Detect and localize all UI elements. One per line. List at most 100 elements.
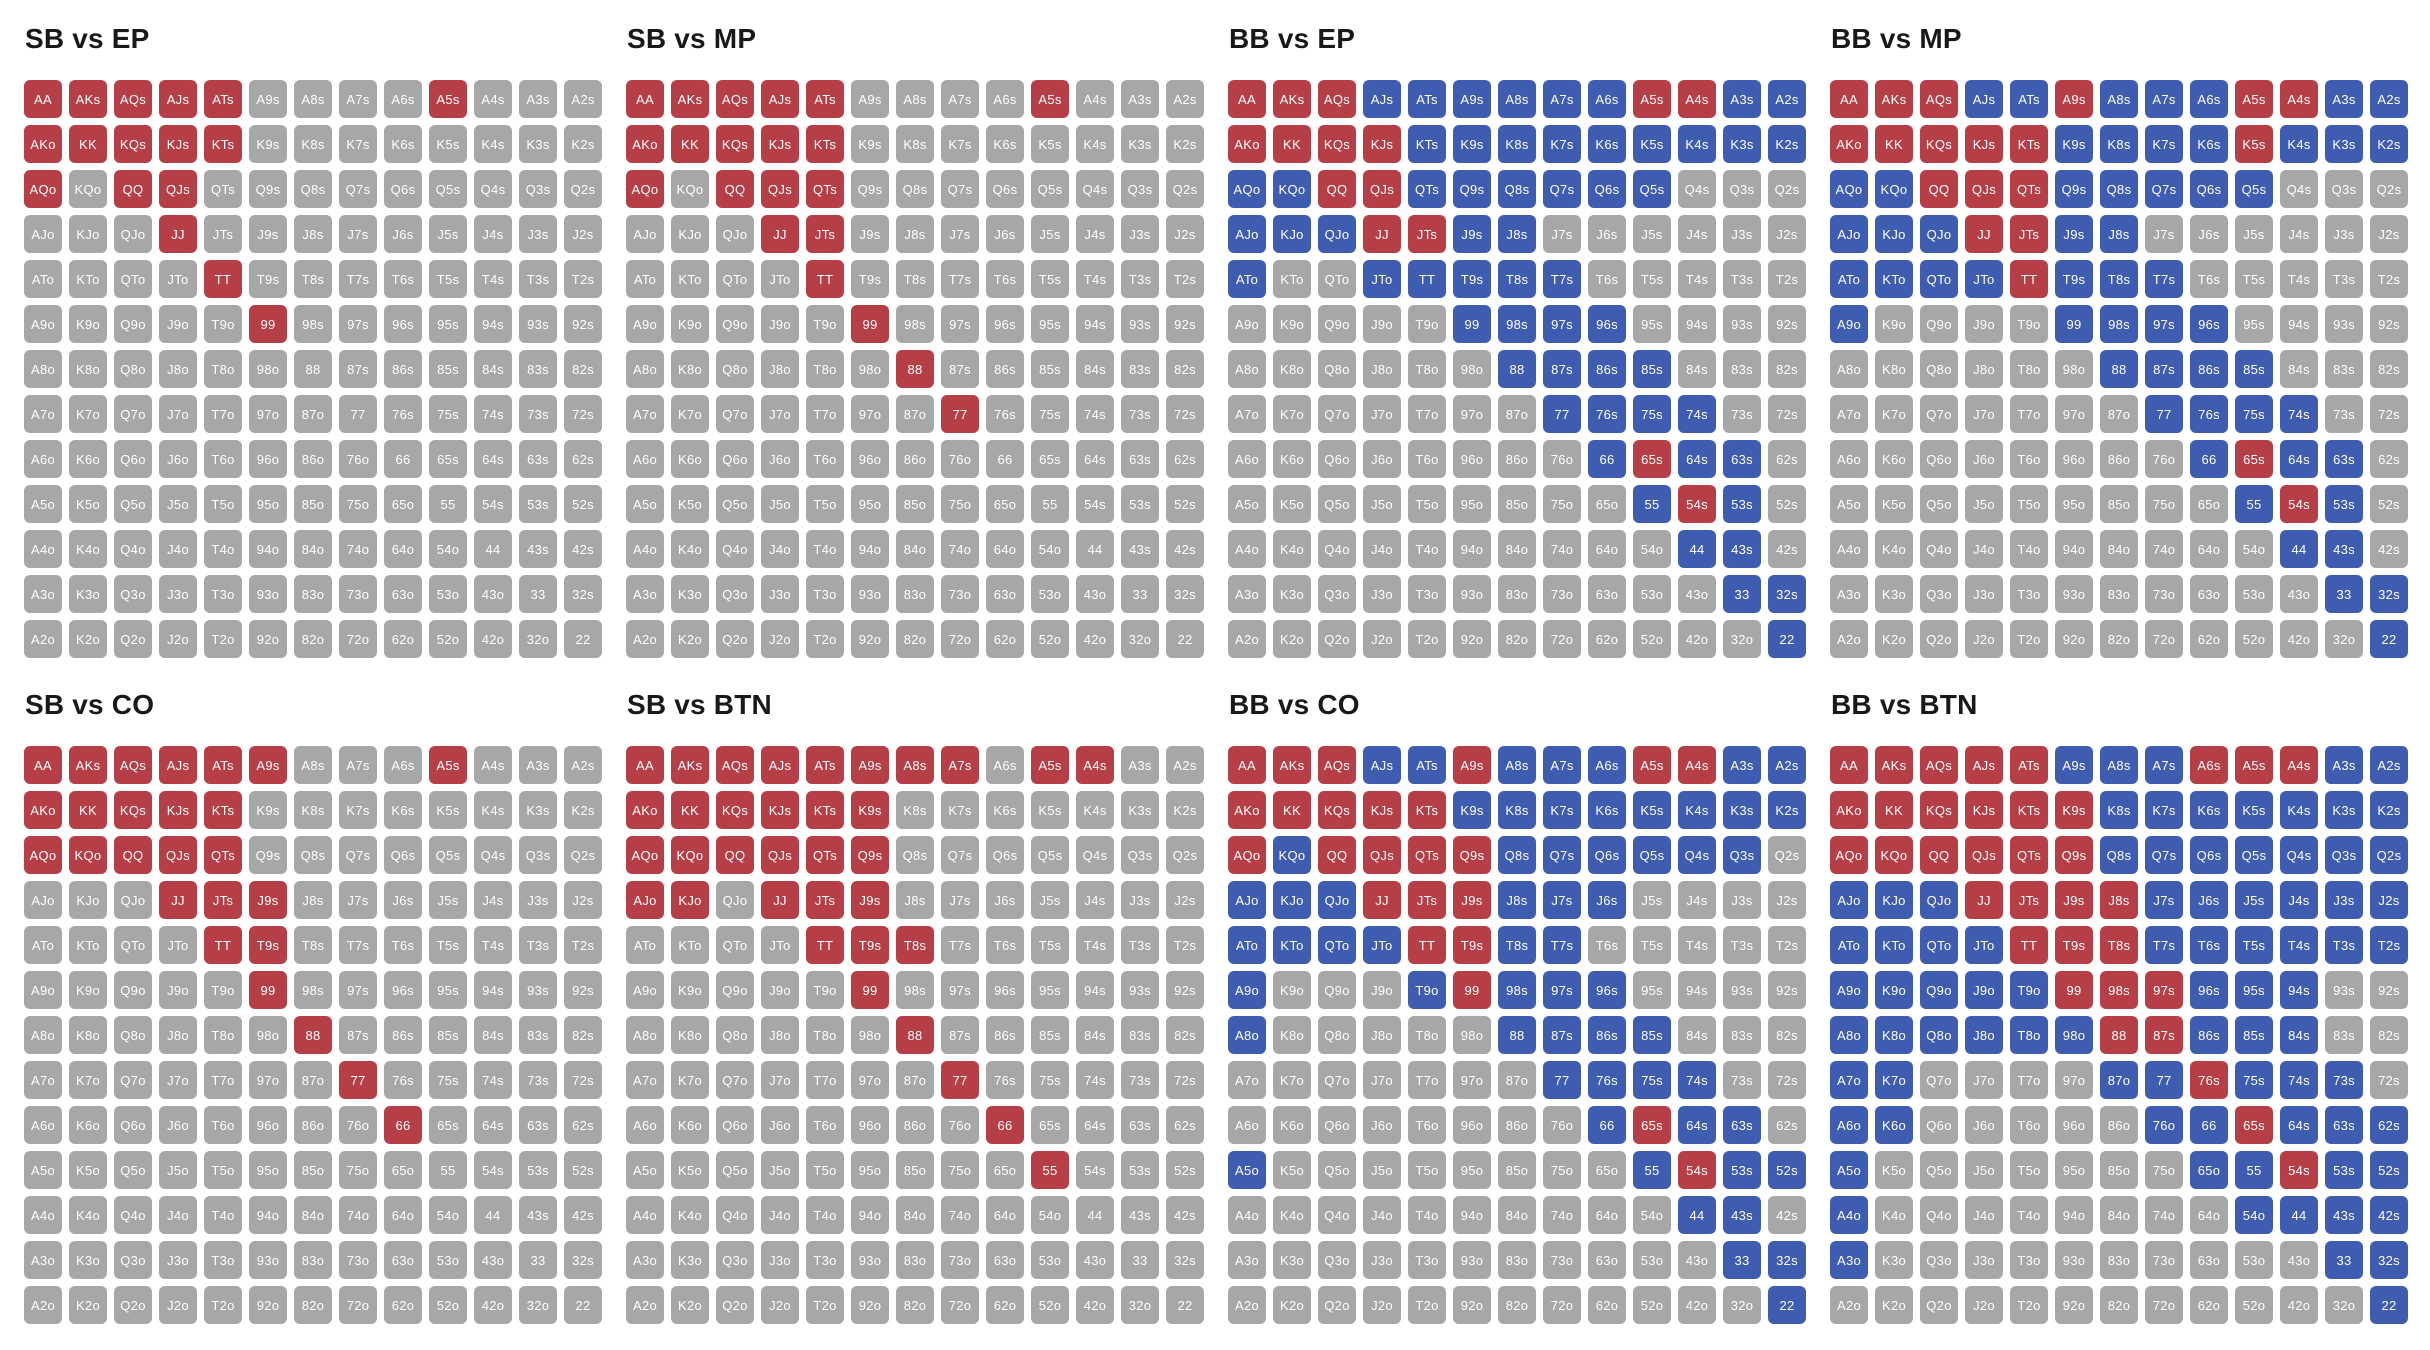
hand-cell: 92o bbox=[249, 620, 287, 658]
hand-cell: K7o bbox=[1875, 395, 1913, 433]
hand-cell: AKs bbox=[671, 80, 709, 118]
hand-cell: 72o bbox=[1543, 1286, 1581, 1324]
hand-cell: 84s bbox=[474, 1016, 512, 1054]
hand-cell: Q2o bbox=[114, 620, 152, 658]
hand-cell: Q3o bbox=[716, 575, 754, 613]
hand-cell: Q5o bbox=[716, 1151, 754, 1189]
hand-cell: K2o bbox=[69, 1286, 107, 1324]
hand-cell: 63s bbox=[1121, 1106, 1159, 1144]
hand-cell: 62o bbox=[1588, 620, 1626, 658]
hand-cell: 42o bbox=[1678, 1286, 1716, 1324]
hand-cell: 93s bbox=[519, 971, 557, 1009]
hand-cell: QJs bbox=[1965, 836, 2003, 874]
hand-cell: JJ bbox=[159, 881, 197, 919]
hand-cell: Q9o bbox=[716, 305, 754, 343]
hand-cell: KTo bbox=[1273, 926, 1311, 964]
hand-cell: K2o bbox=[1875, 1286, 1913, 1324]
hand-cell: 97s bbox=[941, 971, 979, 1009]
hand-cell: Q9s bbox=[1453, 170, 1491, 208]
hand-cell: 86o bbox=[1498, 440, 1536, 478]
hand-cell: 32o bbox=[519, 1286, 557, 1324]
hand-cell: KK bbox=[1875, 125, 1913, 163]
hand-cell: 52o bbox=[429, 1286, 467, 1324]
hand-cell: 87o bbox=[2100, 395, 2138, 433]
hand-cell: J9o bbox=[761, 305, 799, 343]
hand-cell: Q6o bbox=[1920, 1106, 1958, 1144]
hand-cell: J5s bbox=[2235, 881, 2273, 919]
hand-cell: 87s bbox=[2145, 350, 2183, 388]
hand-cell: J2o bbox=[1965, 620, 2003, 658]
hand-cell: J5s bbox=[1031, 881, 1069, 919]
hand-cell: 62o bbox=[986, 1286, 1024, 1324]
hand-cell: K4o bbox=[1875, 1196, 1913, 1234]
hand-cell: T3o bbox=[204, 575, 242, 613]
hand-cell: 22 bbox=[1768, 1286, 1806, 1324]
hand-cell: Q5o bbox=[1920, 485, 1958, 523]
hand-cell: AKs bbox=[1875, 746, 1913, 784]
hand-cell: J7o bbox=[1363, 395, 1401, 433]
hand-cell: 93s bbox=[1121, 971, 1159, 1009]
hand-cell: 52s bbox=[2370, 485, 2408, 523]
hand-cell: 96s bbox=[2190, 971, 2228, 1009]
hand-cell: 95o bbox=[249, 485, 287, 523]
hand-cell: A6o bbox=[626, 440, 664, 478]
hand-cell: 54s bbox=[1678, 1151, 1716, 1189]
hand-cell: 96o bbox=[851, 440, 889, 478]
hand-cell: 97o bbox=[2055, 1061, 2093, 1099]
hand-cell: A7s bbox=[339, 746, 377, 784]
hand-cell: T8o bbox=[806, 1016, 844, 1054]
hand-cell: J6o bbox=[1363, 440, 1401, 478]
hand-cell: K7o bbox=[1273, 1061, 1311, 1099]
hand-cell: K9o bbox=[1875, 971, 1913, 1009]
hand-cell: 98o bbox=[851, 1016, 889, 1054]
hand-cell: A2s bbox=[1166, 80, 1204, 118]
hand-cell: 92s bbox=[564, 971, 602, 1009]
hand-cell: 73s bbox=[1121, 395, 1159, 433]
hand-cell: A6o bbox=[24, 1106, 62, 1144]
hand-cell: JJ bbox=[1965, 881, 2003, 919]
hand-cell: J6o bbox=[159, 440, 197, 478]
hand-cell: KK bbox=[671, 125, 709, 163]
hand-cell: T9s bbox=[2055, 260, 2093, 298]
hand-cell: 76o bbox=[2145, 440, 2183, 478]
hand-cell: 73o bbox=[1543, 575, 1581, 613]
hand-cell: T8o bbox=[204, 350, 242, 388]
hand-cell: 75o bbox=[941, 485, 979, 523]
hand-cell: A3s bbox=[2325, 746, 2363, 784]
hand-cell: Q4s bbox=[474, 836, 512, 874]
hand-cell: KK bbox=[1875, 791, 1913, 829]
hand-cell: K6s bbox=[2190, 125, 2228, 163]
hand-cell: QQ bbox=[114, 170, 152, 208]
hand-cell: J2o bbox=[761, 620, 799, 658]
hand-cell: K5s bbox=[429, 791, 467, 829]
hand-cell: 66 bbox=[1588, 1106, 1626, 1144]
hand-cell: 77 bbox=[941, 395, 979, 433]
hand-cell: AQo bbox=[1228, 170, 1266, 208]
hand-cell: 63s bbox=[2325, 1106, 2363, 1144]
hand-cell: 52o bbox=[1633, 1286, 1671, 1324]
hand-cell: Q2s bbox=[1166, 170, 1204, 208]
hand-cell: 76s bbox=[986, 1061, 1024, 1099]
hand-cell: K8o bbox=[671, 1016, 709, 1054]
hand-cell: J9o bbox=[1363, 305, 1401, 343]
hand-cell: 82o bbox=[2100, 1286, 2138, 1324]
hand-cell: AQs bbox=[114, 80, 152, 118]
hand-cell: K6o bbox=[1273, 440, 1311, 478]
hand-cell: Q2s bbox=[1768, 170, 1806, 208]
hand-cell: KJs bbox=[1363, 125, 1401, 163]
hand-cell: 83o bbox=[1498, 575, 1536, 613]
hand-cell: 96o bbox=[249, 1106, 287, 1144]
hand-cell: JJ bbox=[761, 215, 799, 253]
hand-cell: JTs bbox=[204, 881, 242, 919]
hand-cell: JTs bbox=[1408, 215, 1446, 253]
hand-cell: KK bbox=[69, 125, 107, 163]
hand-cell: 82s bbox=[1166, 1016, 1204, 1054]
hand-cell: 62o bbox=[2190, 1286, 2228, 1324]
hand-cell: J3o bbox=[1363, 575, 1401, 613]
hand-cell: A2s bbox=[1768, 746, 1806, 784]
hand-cell: A7s bbox=[941, 746, 979, 784]
hand-cell: 92s bbox=[1768, 971, 1806, 1009]
hand-cell: AKo bbox=[24, 791, 62, 829]
hand-cell: 96o bbox=[249, 440, 287, 478]
hand-cell: 75o bbox=[1543, 1151, 1581, 1189]
